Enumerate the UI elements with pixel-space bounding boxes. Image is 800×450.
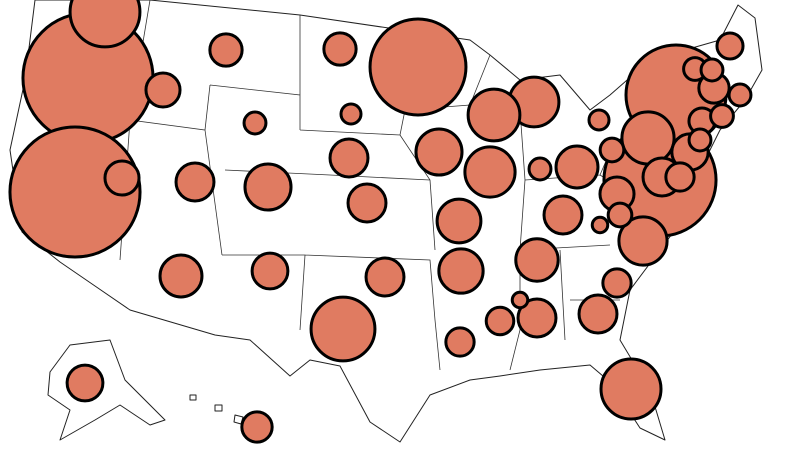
- bubble: [554, 144, 600, 190]
- bubble: [484, 305, 516, 337]
- bubble: [606, 201, 634, 229]
- bubble: [542, 194, 584, 236]
- bubble: [435, 197, 483, 245]
- bubble: [65, 363, 105, 403]
- bubble: [699, 57, 725, 83]
- bubble: [414, 127, 464, 177]
- bubble: [527, 156, 553, 182]
- contiguous-us: [9, 0, 763, 443]
- bubble: [250, 251, 290, 291]
- bubble: [174, 161, 216, 203]
- bubble: [620, 110, 676, 166]
- bubble: [598, 136, 626, 164]
- bubble: [466, 87, 522, 143]
- bubble: [339, 102, 363, 126]
- bubble: [144, 71, 182, 109]
- bubble: [601, 267, 633, 299]
- bubble: [243, 162, 293, 212]
- bubble: [328, 137, 370, 179]
- bubble: [599, 357, 663, 421]
- bubble: [8, 125, 142, 259]
- bubble: [727, 82, 753, 108]
- bubble: [510, 290, 530, 310]
- bubble: [516, 297, 558, 339]
- bubble: [322, 31, 358, 67]
- bubble: [346, 182, 388, 224]
- bubble: [437, 247, 485, 295]
- bubble: [368, 17, 468, 117]
- bubble: [240, 410, 274, 444]
- bubble: [208, 32, 244, 68]
- bubble: [709, 103, 735, 129]
- bubble: [715, 31, 745, 61]
- alaska: [47, 339, 166, 441]
- bubble: [444, 326, 476, 358]
- bubble: [103, 159, 141, 197]
- bubbles: [8, 0, 753, 444]
- bubble: [514, 237, 560, 283]
- bubble: [68, 0, 142, 49]
- bubble: [309, 295, 377, 363]
- bubble: [587, 108, 611, 132]
- bubble: [664, 161, 696, 193]
- bubble: [158, 253, 204, 299]
- bubble: [590, 215, 610, 235]
- bubble: [577, 293, 619, 335]
- bubble: [463, 145, 517, 199]
- bubble: [617, 215, 669, 267]
- bubble: [242, 110, 268, 136]
- bubble: [687, 127, 713, 153]
- bubble: [364, 256, 406, 298]
